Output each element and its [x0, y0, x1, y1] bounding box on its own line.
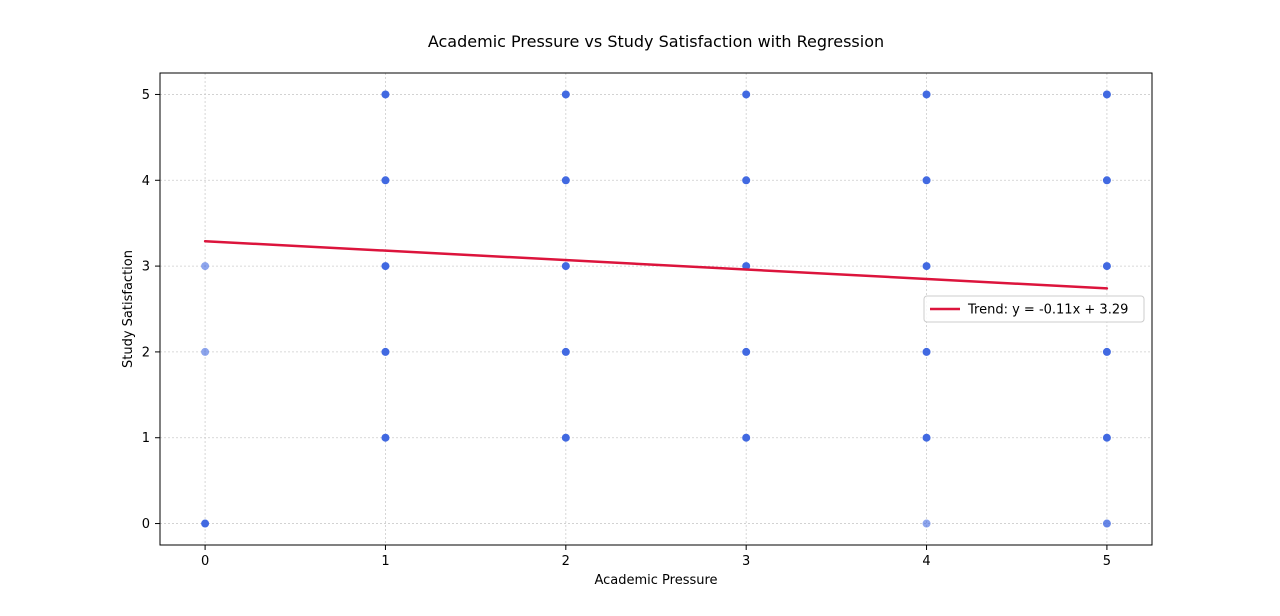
data-point [201, 519, 210, 528]
data-point [922, 262, 931, 271]
y-tick-label: 2 [142, 345, 150, 360]
y-tick-label: 3 [142, 260, 150, 275]
data-point [742, 90, 751, 99]
x-axis-ticks: 0 1 2 3 4 5 [201, 545, 1111, 569]
data-point [561, 262, 570, 271]
grid-lines [160, 73, 1152, 545]
data-point [561, 176, 570, 185]
data-point [742, 347, 751, 356]
data-point [381, 176, 390, 185]
trend-line-group [203, 239, 1109, 290]
data-point [1102, 90, 1111, 99]
x-tick-label: 3 [742, 554, 750, 569]
x-tick-label: 4 [922, 554, 930, 569]
data-point [922, 90, 931, 99]
data-point [381, 90, 390, 99]
data-point [742, 262, 751, 271]
data-point [1102, 347, 1111, 356]
data-point [922, 347, 931, 356]
data-point [561, 433, 570, 442]
data-point [561, 347, 570, 356]
x-tick-label: 2 [562, 554, 570, 569]
data-point [381, 262, 390, 271]
legend: Trend: y = -0.11x + 3.29 [923, 295, 1145, 323]
legend-box [923, 295, 1145, 323]
data-point [1102, 519, 1111, 528]
x-tick-label: 0 [201, 554, 209, 569]
x-tick-label: 5 [1103, 554, 1111, 569]
plot-frame [159, 72, 1153, 546]
data-point [381, 433, 390, 442]
y-tick-label: 5 [142, 88, 150, 103]
trend-line [203, 239, 1109, 290]
y-axis-ticks: 0 1 2 3 4 5 [142, 88, 160, 532]
x-axis-label: Academic Pressure [594, 573, 717, 588]
data-point [922, 433, 931, 442]
data-point [922, 176, 931, 185]
y-tick-label: 0 [142, 517, 150, 532]
data-point [201, 262, 210, 271]
data-point [201, 347, 210, 356]
x-tick-label: 1 [381, 554, 389, 569]
data-point [1102, 262, 1111, 271]
data-point [1102, 176, 1111, 185]
scatter-points [201, 90, 1111, 528]
data-point [742, 433, 751, 442]
data-point [922, 519, 931, 528]
legend-label: Trend: y = -0.11x + 3.29 [967, 303, 1128, 318]
data-point [561, 90, 570, 99]
chart-title: Academic Pressure vs Study Satisfaction … [428, 32, 884, 51]
y-tick-label: 1 [142, 431, 150, 446]
data-point [381, 347, 390, 356]
data-point [1102, 433, 1111, 442]
y-tick-label: 4 [142, 174, 150, 189]
y-axis-label: Study Satisfaction [121, 250, 136, 368]
data-point [742, 176, 751, 185]
